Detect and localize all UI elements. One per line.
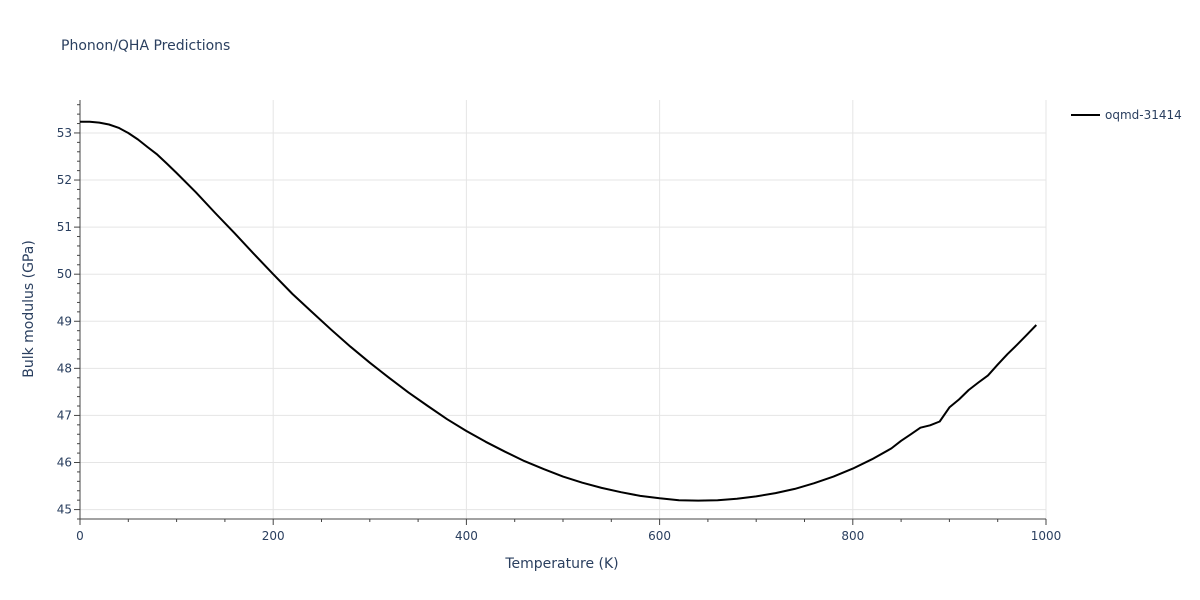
y-tick-label: 51 bbox=[57, 220, 72, 234]
x-tick-label: 600 bbox=[648, 529, 671, 543]
y-tick-label: 49 bbox=[57, 314, 72, 328]
axes: 0 200 400 600 800 1000 45 46 47 48 49 50 51 52 53 bbox=[57, 100, 1062, 543]
legend[interactable]: oqmd-31414 bbox=[1071, 108, 1182, 122]
y-tick-label: 45 bbox=[57, 503, 72, 517]
y-tick-label: 47 bbox=[57, 408, 72, 422]
y-tick-label: 52 bbox=[57, 173, 72, 187]
y-tick-label: 46 bbox=[57, 456, 72, 470]
x-tick-label: 400 bbox=[455, 529, 478, 543]
x-tick-label: 0 bbox=[76, 529, 84, 543]
y-axis-title: Bulk modulus (GPa) bbox=[21, 240, 37, 378]
x-axis-title: Temperature (K) bbox=[504, 556, 618, 572]
y-tick-label: 53 bbox=[57, 126, 72, 140]
x-tick-label: 200 bbox=[262, 529, 285, 543]
x-tick-label: 1000 bbox=[1031, 529, 1062, 543]
y-tick-label: 50 bbox=[57, 267, 72, 281]
grid bbox=[80, 100, 1047, 519]
y-tick-label: 48 bbox=[57, 361, 72, 375]
series-line[interactable] bbox=[80, 120, 1038, 502]
x-tick-label: 800 bbox=[841, 529, 864, 543]
chart-title: Phonon/QHA Predictions bbox=[61, 38, 230, 54]
legend-label: oqmd-31414 bbox=[1105, 108, 1182, 122]
series bbox=[80, 120, 1038, 502]
